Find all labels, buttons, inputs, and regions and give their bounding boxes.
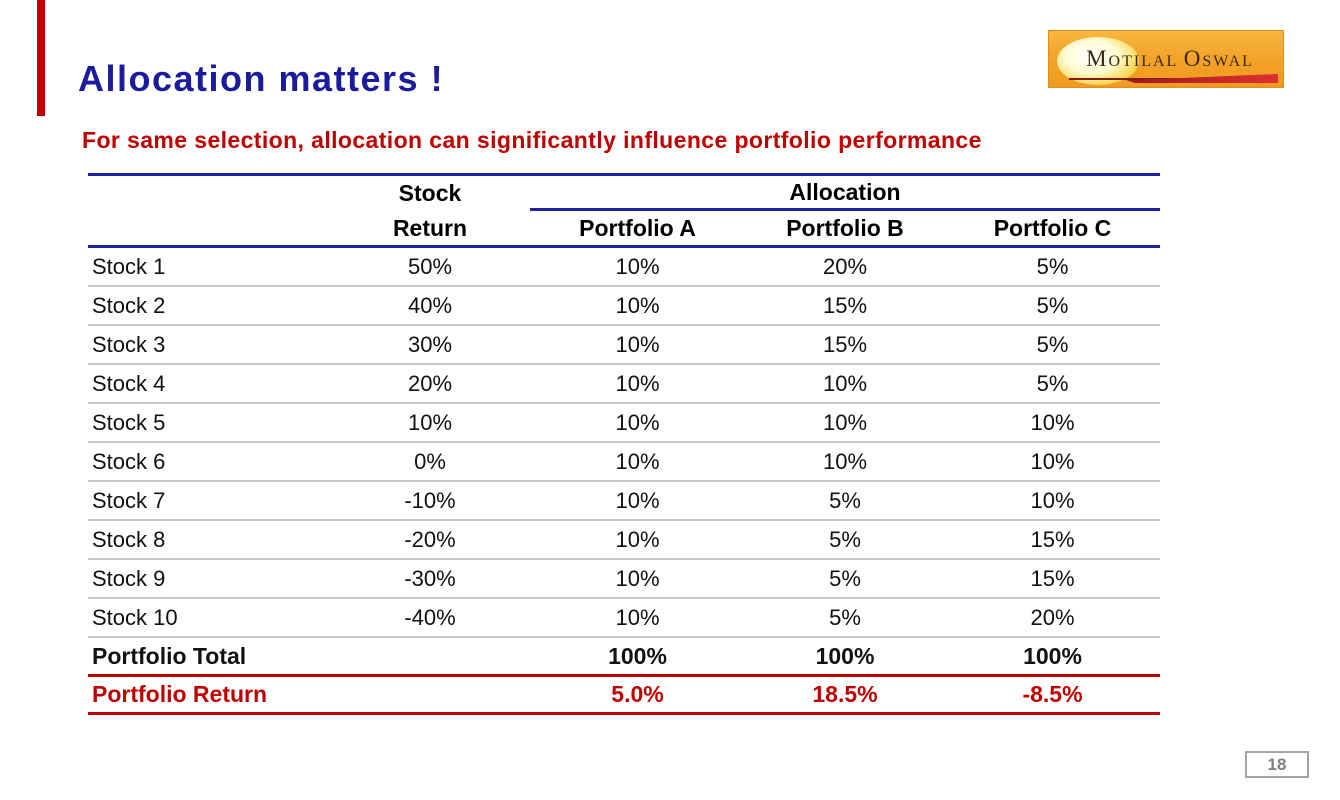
table-row: Stock 3 30% 10% 15% 5% (88, 326, 1160, 365)
header-spacer (88, 211, 330, 245)
cell-value: 10% (615, 370, 660, 396)
cell-value: 10% (1030, 409, 1075, 435)
cell-value: -20% (404, 526, 456, 552)
cell-value: 10% (615, 604, 660, 630)
row-label: Stock 6 (92, 448, 166, 474)
cell-value: 10% (615, 409, 660, 435)
cell-value: 20% (407, 370, 453, 396)
cell-value: 15% (822, 331, 868, 357)
logo-sun-highlight (1057, 37, 1139, 85)
cell-value: 10% (407, 409, 453, 435)
table-row: Stock 2 40% 10% 15% 5% (88, 287, 1160, 326)
row-label: Stock 7 (92, 487, 166, 513)
cell-value: 10% (615, 331, 660, 357)
cell-value: 40% (407, 292, 453, 318)
table-row: Stock 9 -30% 10% 5% 15% (88, 560, 1160, 599)
cell-value: 20% (1030, 604, 1075, 630)
header-portfolio-b: Portfolio B (786, 214, 904, 241)
cell-value: 18.5% (812, 681, 878, 707)
row-label: Stock 1 (92, 253, 166, 279)
cell-value: 15% (1030, 526, 1075, 552)
row-label: Stock 3 (92, 331, 166, 357)
allocation-table: Stock Allocation Return Portfolio A Port… (88, 173, 1160, 715)
table-row: Stock 1 50% 10% 20% 5% (88, 248, 1160, 287)
row-label: Stock 5 (92, 409, 166, 435)
cell-value: 5% (1036, 292, 1069, 318)
slide-title: Allocation matters ! (78, 58, 445, 99)
table-row: Stock 5 10% 10% 10% 10% (88, 404, 1160, 443)
cell-value: 10% (615, 526, 660, 552)
cell-value: 20% (822, 253, 868, 279)
cell-value: 10% (615, 292, 660, 318)
row-label: Stock 4 (92, 370, 166, 396)
table-row: Stock 10 -40% 10% 5% 20% (88, 599, 1160, 638)
cell-value: 5% (829, 565, 861, 591)
table-header-row-2: Return Portfolio A Portfolio B Portfolio… (88, 211, 1160, 248)
brand-logo: MOTILAL OSWAL (1048, 30, 1284, 88)
table-body: Stock 1 50% 10% 20% 5% Stock 2 40% 10% 15% 5% Stoc… (88, 248, 1160, 715)
cell-value: 5.0% (611, 681, 664, 707)
cell-value: 10% (615, 487, 660, 513)
header-stock: Stock (398, 180, 462, 206)
header-return: Return (392, 214, 468, 241)
header-spacer (88, 176, 330, 211)
cell-value: 0% (414, 448, 446, 474)
cell-value: 30% (407, 331, 453, 357)
slide-subtitle: For same selection, allocation can signi… (82, 127, 982, 153)
cell-value: 5% (1036, 253, 1069, 279)
cell-value: 15% (822, 292, 868, 318)
cell-value: 5% (829, 604, 861, 630)
table-row: Stock 8 -20% 10% 5% 15% (88, 521, 1160, 560)
logo-wordmark: MOTILAL OSWAL (1067, 46, 1273, 72)
cell-value: -40% (404, 604, 456, 630)
row-label: Stock 9 (92, 565, 166, 591)
cell-value: 100% (1023, 642, 1082, 669)
cell-value: 10% (822, 370, 868, 396)
header-allocation: Allocation (530, 176, 1160, 211)
portfolio-total-row: Portfolio Total 100% 100% 100% (88, 638, 1160, 677)
header-portfolio-c: Portfolio C (993, 214, 1112, 241)
table-header-row-1: Stock Allocation (88, 173, 1160, 211)
table-row: Stock 6 0% 10% 10% 10% (88, 443, 1160, 482)
page-number-badge: 18 (1245, 751, 1309, 778)
row-label: Stock 8 (92, 526, 166, 552)
cell-value: -10% (404, 487, 456, 513)
logo-letter: M (1086, 46, 1109, 71)
cell-value: 5% (1036, 370, 1069, 396)
logo-letters: SWAL (1202, 53, 1254, 70)
cell-value: 5% (829, 487, 861, 513)
cell-value: 10% (615, 448, 660, 474)
cell-value: -30% (404, 565, 456, 591)
cell-value: 10% (822, 409, 868, 435)
red-accent-bar (37, 0, 45, 116)
row-label: Stock 10 (92, 604, 178, 630)
cell-value: -8.5% (1022, 681, 1083, 707)
cell-value: 10% (1030, 487, 1075, 513)
cell-value: 50% (407, 253, 453, 279)
cell-value: 15% (1030, 565, 1075, 591)
cell-value: 5% (1036, 331, 1069, 357)
logo-letters: OTILAL (1108, 53, 1184, 70)
row-label: Portfolio Return (92, 681, 268, 707)
logo-swoosh-icon (1126, 74, 1278, 83)
logo-letter: O (1183, 46, 1203, 71)
header-portfolio-a: Portfolio A (579, 214, 696, 241)
cell-value: 5% (829, 526, 861, 552)
cell-value: 10% (615, 253, 660, 279)
table-row: Stock 4 20% 10% 10% 5% (88, 365, 1160, 404)
table-row: Stock 7 -10% 10% 5% 10% (88, 482, 1160, 521)
cell-value: 10% (615, 565, 660, 591)
row-label: Stock 2 (92, 292, 166, 318)
cell-value: 10% (822, 448, 868, 474)
cell-value (330, 677, 530, 712)
row-label: Portfolio Total (92, 642, 247, 669)
cell-value: 100% (608, 642, 667, 669)
portfolio-return-row: Portfolio Return 5.0% 18.5% -8.5% (88, 677, 1160, 715)
cell-value (330, 638, 530, 674)
cell-value: 100% (815, 642, 875, 669)
cell-value: 10% (1030, 448, 1075, 474)
